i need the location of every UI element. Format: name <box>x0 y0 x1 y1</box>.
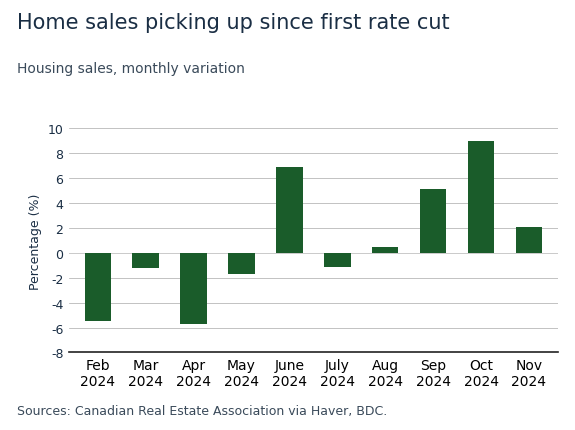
Bar <box>276 168 302 253</box>
Bar <box>420 190 446 253</box>
Bar <box>85 253 111 322</box>
Bar <box>228 253 255 274</box>
Bar <box>468 141 494 253</box>
Bar <box>181 253 207 324</box>
Text: Sources: Canadian Real Estate Association via Haver, BDC.: Sources: Canadian Real Estate Associatio… <box>17 404 388 417</box>
Bar <box>372 247 398 253</box>
Y-axis label: Percentage (%): Percentage (%) <box>29 193 42 289</box>
Text: Housing sales, monthly variation: Housing sales, monthly variation <box>17 62 245 76</box>
Text: Home sales picking up since first rate cut: Home sales picking up since first rate c… <box>17 13 450 33</box>
Bar <box>324 253 351 267</box>
Bar <box>516 227 542 253</box>
Bar <box>132 253 159 268</box>
